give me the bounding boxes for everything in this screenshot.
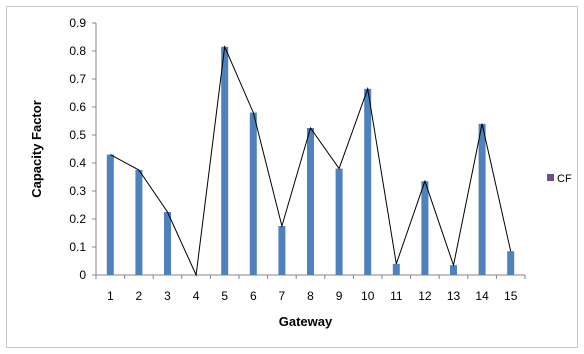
x-axis: 1 2 3 4 5 6 7 8 9 10 11 12 13 14 15: [95, 274, 526, 303]
x-tick-label: 2: [136, 289, 143, 303]
bar: [450, 265, 457, 275]
bar: [364, 88, 372, 275]
x-tick-label: 5: [221, 289, 228, 303]
series-line: [110, 44, 512, 277]
x-tick-label: 14: [475, 289, 489, 303]
x-tick-label: 9: [336, 289, 343, 303]
y-tick-label: 0.4: [69, 156, 86, 170]
x-tick-label: 3: [164, 289, 171, 303]
bar: [335, 168, 343, 275]
bar: [164, 212, 171, 275]
y-tick-label: 0.7: [69, 72, 86, 86]
bar: [307, 128, 314, 275]
y-tick-label: 0.8: [69, 44, 86, 58]
y-tick-label: 0.1: [69, 240, 86, 254]
x-tick-label: 6: [250, 289, 257, 303]
legend-marker: [547, 174, 554, 181]
x-tick-label: 7: [279, 289, 286, 303]
bars: [106, 46, 515, 275]
x-tick-label: 10: [361, 289, 375, 303]
y-axis-title: Capacity Factor: [29, 100, 44, 198]
x-tick-label: 11: [390, 289, 403, 303]
legend-label: CF: [557, 173, 572, 185]
x-tick-label: 15: [504, 289, 518, 303]
line-layer: [110, 44, 512, 277]
y-axis: 0 0.1 0.2 0.3 0.4 0.5 0.6 0.7 0.8 0.9: [69, 16, 97, 282]
bar: [421, 181, 429, 275]
bar: [221, 46, 229, 275]
y-tick-label: 0.3: [69, 184, 86, 198]
y-tick-label: 0: [79, 268, 86, 282]
bar: [106, 154, 114, 275]
bar: [507, 251, 515, 275]
legend: CF: [547, 173, 572, 185]
bar: [249, 112, 257, 275]
bar: [478, 123, 486, 275]
y-tick-label: 0.2: [69, 212, 86, 226]
bar: [278, 226, 286, 275]
x-tick-label: 4: [193, 289, 200, 303]
bar: [135, 170, 143, 275]
y-tick-label: 0.5: [69, 128, 86, 142]
x-tick-label: 13: [447, 289, 461, 303]
y-tick-label: 0.6: [69, 100, 86, 114]
bar: [392, 263, 400, 275]
x-tick-label: 8: [307, 289, 314, 303]
x-axis-title: Gateway: [279, 314, 333, 329]
x-tick-label: 1: [107, 289, 114, 303]
y-tick-label: 0.9: [69, 16, 86, 30]
x-tick-label: 12: [418, 289, 432, 303]
